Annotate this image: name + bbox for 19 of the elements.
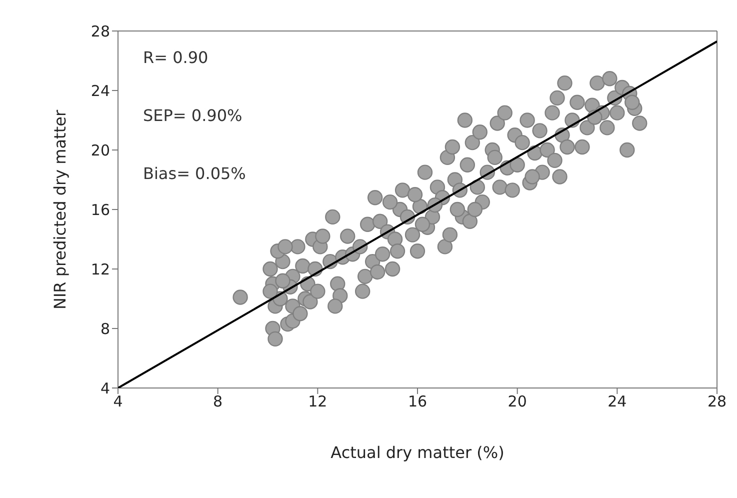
- x-tick-label: 24: [608, 392, 627, 411]
- y-axis-title: NIR predicted dry matter: [50, 110, 70, 310]
- annotation: Bias= 0.05%: [143, 164, 246, 183]
- annotation: R= 0.90: [143, 48, 208, 67]
- x-tick-label: 28: [707, 392, 727, 411]
- y-tick-label: 28: [90, 22, 110, 40]
- x-tick-label: 12: [308, 392, 328, 411]
- x-tick-label: 4: [113, 392, 123, 411]
- y-tick-label: 20: [90, 141, 110, 160]
- y-tick-label: 4: [100, 379, 110, 398]
- x-tick-label: 8: [213, 392, 223, 411]
- x-tick-label: 20: [508, 392, 527, 411]
- x-axis-title: Actual dry matter (%): [330, 443, 504, 462]
- x-tick-label: 16: [408, 392, 428, 411]
- y-tick-label: 12: [90, 260, 110, 278]
- y-tick-label: 16: [90, 200, 110, 219]
- y-tick-label: 24: [90, 82, 110, 100]
- annotation: SEP= 0.90%: [143, 106, 242, 125]
- y-tick-label: 8: [100, 320, 110, 338]
